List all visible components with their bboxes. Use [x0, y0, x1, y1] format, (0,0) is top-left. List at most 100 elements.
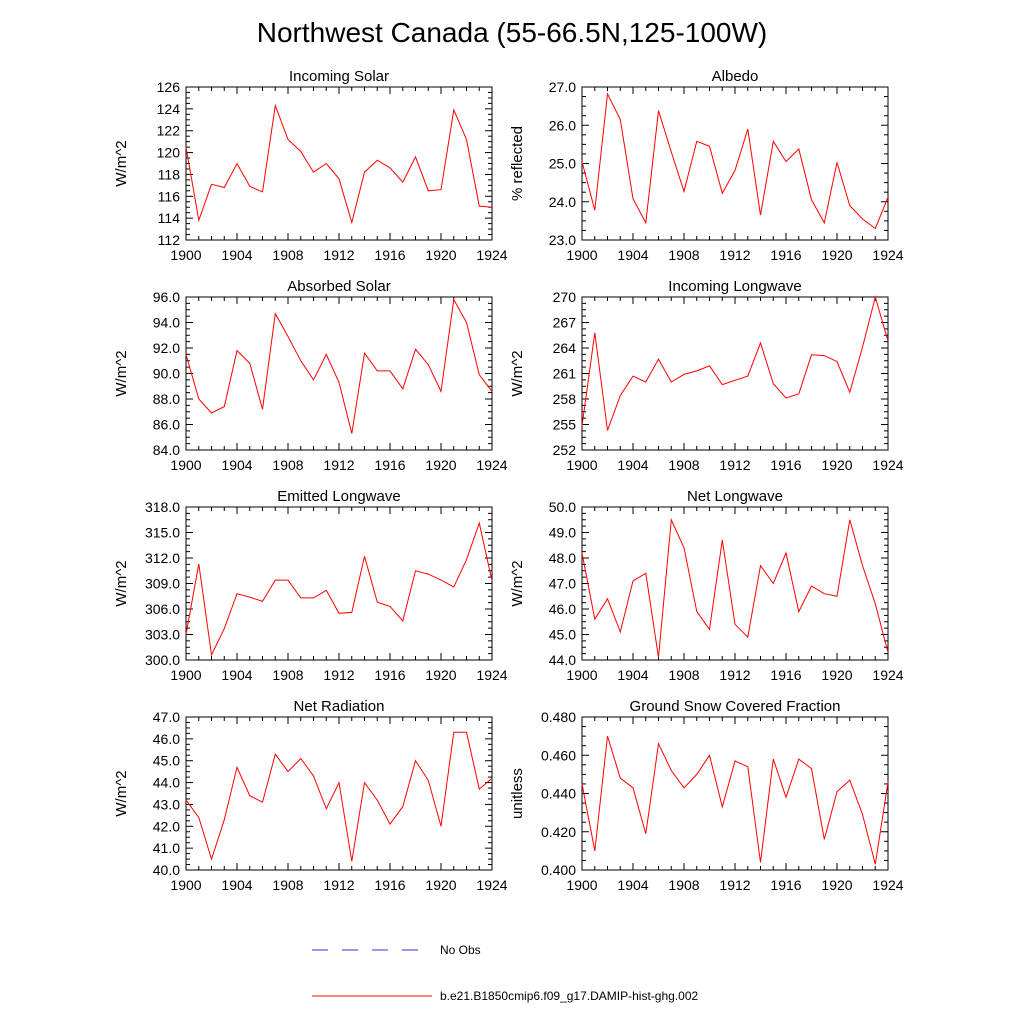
y-tick-label: 114 — [158, 210, 181, 226]
x-tick-label: 1904 — [617, 877, 648, 893]
y-tick-label: 92.0 — [153, 340, 180, 356]
y-tick-label: 40.0 — [153, 862, 180, 878]
panel-title: Net Longwave — [687, 488, 783, 505]
plot-frame — [185, 506, 493, 661]
x-tick-label: 1912 — [323, 667, 354, 683]
y-tick-label: 255 — [553, 417, 577, 433]
y-tick-label: 88.0 — [153, 391, 180, 407]
chart-panel: Net Radiation W/m^2 1900 1904 1908 1912 1916 19… — [113, 698, 508, 893]
x-tick-label: 1924 — [476, 247, 507, 263]
chart-panel: Albedo % reflected 1900 1904 1908 1912 1916 192… — [509, 68, 904, 263]
y-tick-label: 0.440 — [541, 786, 576, 802]
y-tick-label: 118 — [158, 166, 181, 182]
x-tick-label: 1916 — [770, 667, 801, 683]
series-line — [581, 517, 889, 658]
chart-panel: Incoming Solar W/m^2 1900 1904 1908 1912 1916 1… — [113, 68, 508, 263]
chart-panel: Incoming Longwave W/m^2 1900 1904 1908 1912 19… — [509, 278, 904, 473]
y-tick-label: 124 — [157, 101, 181, 117]
series-line — [581, 92, 889, 230]
y-tick-label: 303.0 — [145, 627, 180, 643]
x-tick-label: 1900 — [566, 457, 597, 473]
y-tick-label: 258 — [553, 391, 577, 407]
y-tick-label: 120 — [157, 145, 181, 161]
x-tick-label: 1916 — [770, 457, 801, 473]
x-tick-label: 1924 — [872, 877, 903, 893]
y-tick-label: 267 — [553, 315, 577, 331]
x-tick-label: 1924 — [476, 877, 507, 893]
x-tick-label: 1912 — [719, 877, 750, 893]
y-tick-label: 27.0 — [549, 79, 576, 95]
chart-panel: Absorbed Solar W/m^2 1900 1904 1908 1912 1916 1… — [113, 278, 508, 473]
x-tick-label: 1916 — [374, 457, 405, 473]
x-tick-label: 1924 — [872, 247, 903, 263]
panels-group: Incoming Solar W/m^2 1900 1904 1908 1912 1916 1… — [113, 68, 904, 893]
x-tick-label: 1904 — [617, 667, 648, 683]
x-tick-label: 1900 — [170, 247, 201, 263]
plot-frame — [185, 716, 493, 871]
y-tick-label: 50.0 — [549, 499, 576, 515]
x-tick-label: 1900 — [566, 877, 597, 893]
y-axis-label: W/m^2 — [113, 770, 130, 816]
y-tick-label: 44.0 — [153, 775, 180, 791]
x-tick-label: 1908 — [668, 877, 699, 893]
legend: No Obs b.e21.B1850cmip6.f09_g17.DAMIP-hi… — [312, 943, 698, 1003]
y-tick-label: 0.460 — [541, 747, 576, 763]
y-tick-label: 94.0 — [153, 315, 180, 331]
x-tick-label: 1900 — [170, 667, 201, 683]
panel-title: Ground Snow Covered Fraction — [630, 698, 841, 715]
series-line — [185, 298, 493, 434]
y-tick-label: 318.0 — [145, 499, 180, 515]
x-tick-label: 1912 — [323, 877, 354, 893]
y-tick-label: 45.0 — [549, 627, 576, 643]
x-tick-label: 1912 — [719, 667, 750, 683]
y-tick-label: 112 — [158, 232, 181, 248]
y-tick-label: 96.0 — [153, 289, 180, 305]
panel-title: Emitted Longwave — [277, 488, 400, 505]
y-tick-label: 48.0 — [549, 550, 576, 566]
x-tick-label: 1920 — [821, 667, 852, 683]
y-tick-label: 47.0 — [153, 709, 180, 725]
x-tick-label: 1900 — [170, 457, 201, 473]
y-tick-label: 86.0 — [153, 417, 180, 433]
panel-title: Incoming Longwave — [668, 278, 801, 295]
y-tick-label: 44.0 — [549, 652, 576, 668]
y-tick-label: 42.0 — [153, 818, 180, 834]
x-tick-label: 1920 — [425, 457, 456, 473]
x-tick-label: 1920 — [821, 247, 852, 263]
y-tick-label: 312.0 — [145, 550, 180, 566]
series-line — [581, 295, 889, 431]
chart-panel: Net Longwave W/m^2 1900 1904 1908 1912 1916 192… — [509, 488, 904, 683]
series-line — [185, 731, 493, 862]
y-tick-label: 306.0 — [145, 601, 180, 617]
x-tick-label: 1908 — [668, 457, 699, 473]
y-axis-label: W/m^2 — [113, 350, 130, 396]
x-tick-label: 1912 — [323, 247, 354, 263]
y-tick-label: 25.0 — [549, 156, 576, 172]
x-tick-label: 1912 — [719, 247, 750, 263]
y-tick-label: 126 — [157, 79, 181, 95]
plot-frame — [581, 716, 889, 871]
y-tick-label: 116 — [158, 188, 181, 204]
x-tick-label: 1908 — [272, 877, 303, 893]
x-tick-label: 1920 — [425, 667, 456, 683]
x-tick-label: 1916 — [374, 247, 405, 263]
y-tick-label: 261 — [553, 366, 577, 382]
y-tick-label: 0.400 — [541, 862, 576, 878]
y-tick-label: 0.480 — [541, 709, 576, 725]
legend-label-no-obs: No Obs — [440, 943, 481, 957]
x-tick-label: 1924 — [872, 457, 903, 473]
y-tick-label: 309.0 — [145, 576, 180, 592]
y-axis-label: W/m^2 — [509, 560, 526, 606]
x-tick-label: 1916 — [374, 667, 405, 683]
x-tick-label: 1904 — [221, 667, 252, 683]
panel-title: Net Radiation — [294, 698, 385, 715]
y-tick-label: 90.0 — [153, 366, 180, 382]
x-tick-label: 1900 — [566, 247, 597, 263]
x-tick-label: 1908 — [272, 667, 303, 683]
y-tick-label: 23.0 — [549, 232, 576, 248]
legend-label-model: b.e21.B1850cmip6.f09_g17.DAMIP-hist-ghg.… — [440, 989, 698, 1003]
y-tick-label: 315.0 — [145, 525, 180, 541]
x-tick-label: 1900 — [170, 877, 201, 893]
x-tick-label: 1904 — [221, 457, 252, 473]
